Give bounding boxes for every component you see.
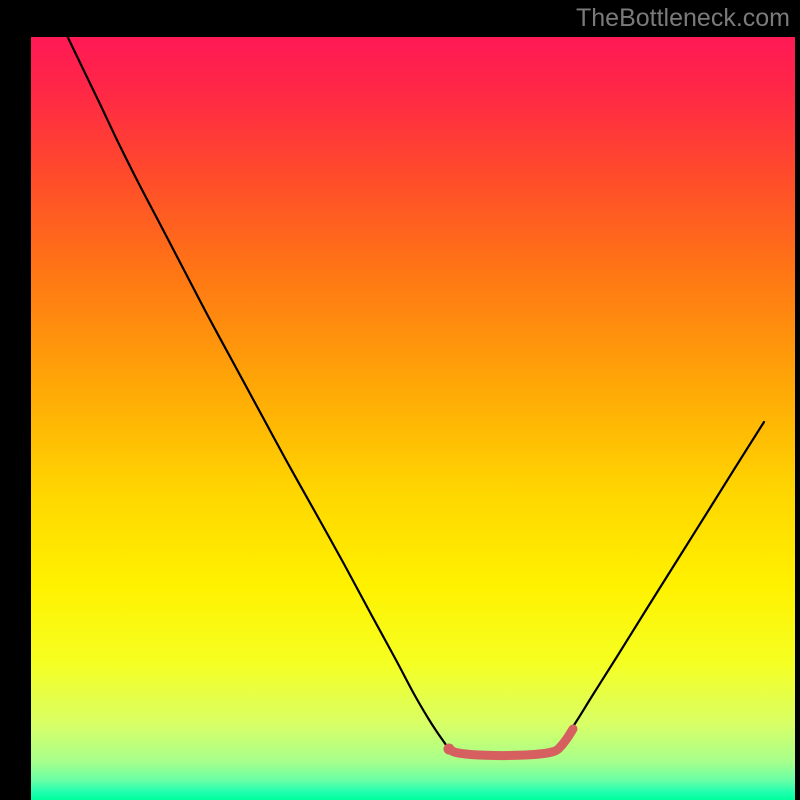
gradient-background	[31, 37, 795, 800]
highlight-dot	[444, 744, 455, 755]
chart-svg	[31, 37, 795, 800]
watermark-text: TheBottleneck.com	[576, 4, 790, 33]
gradient-plot-area	[31, 37, 795, 800]
